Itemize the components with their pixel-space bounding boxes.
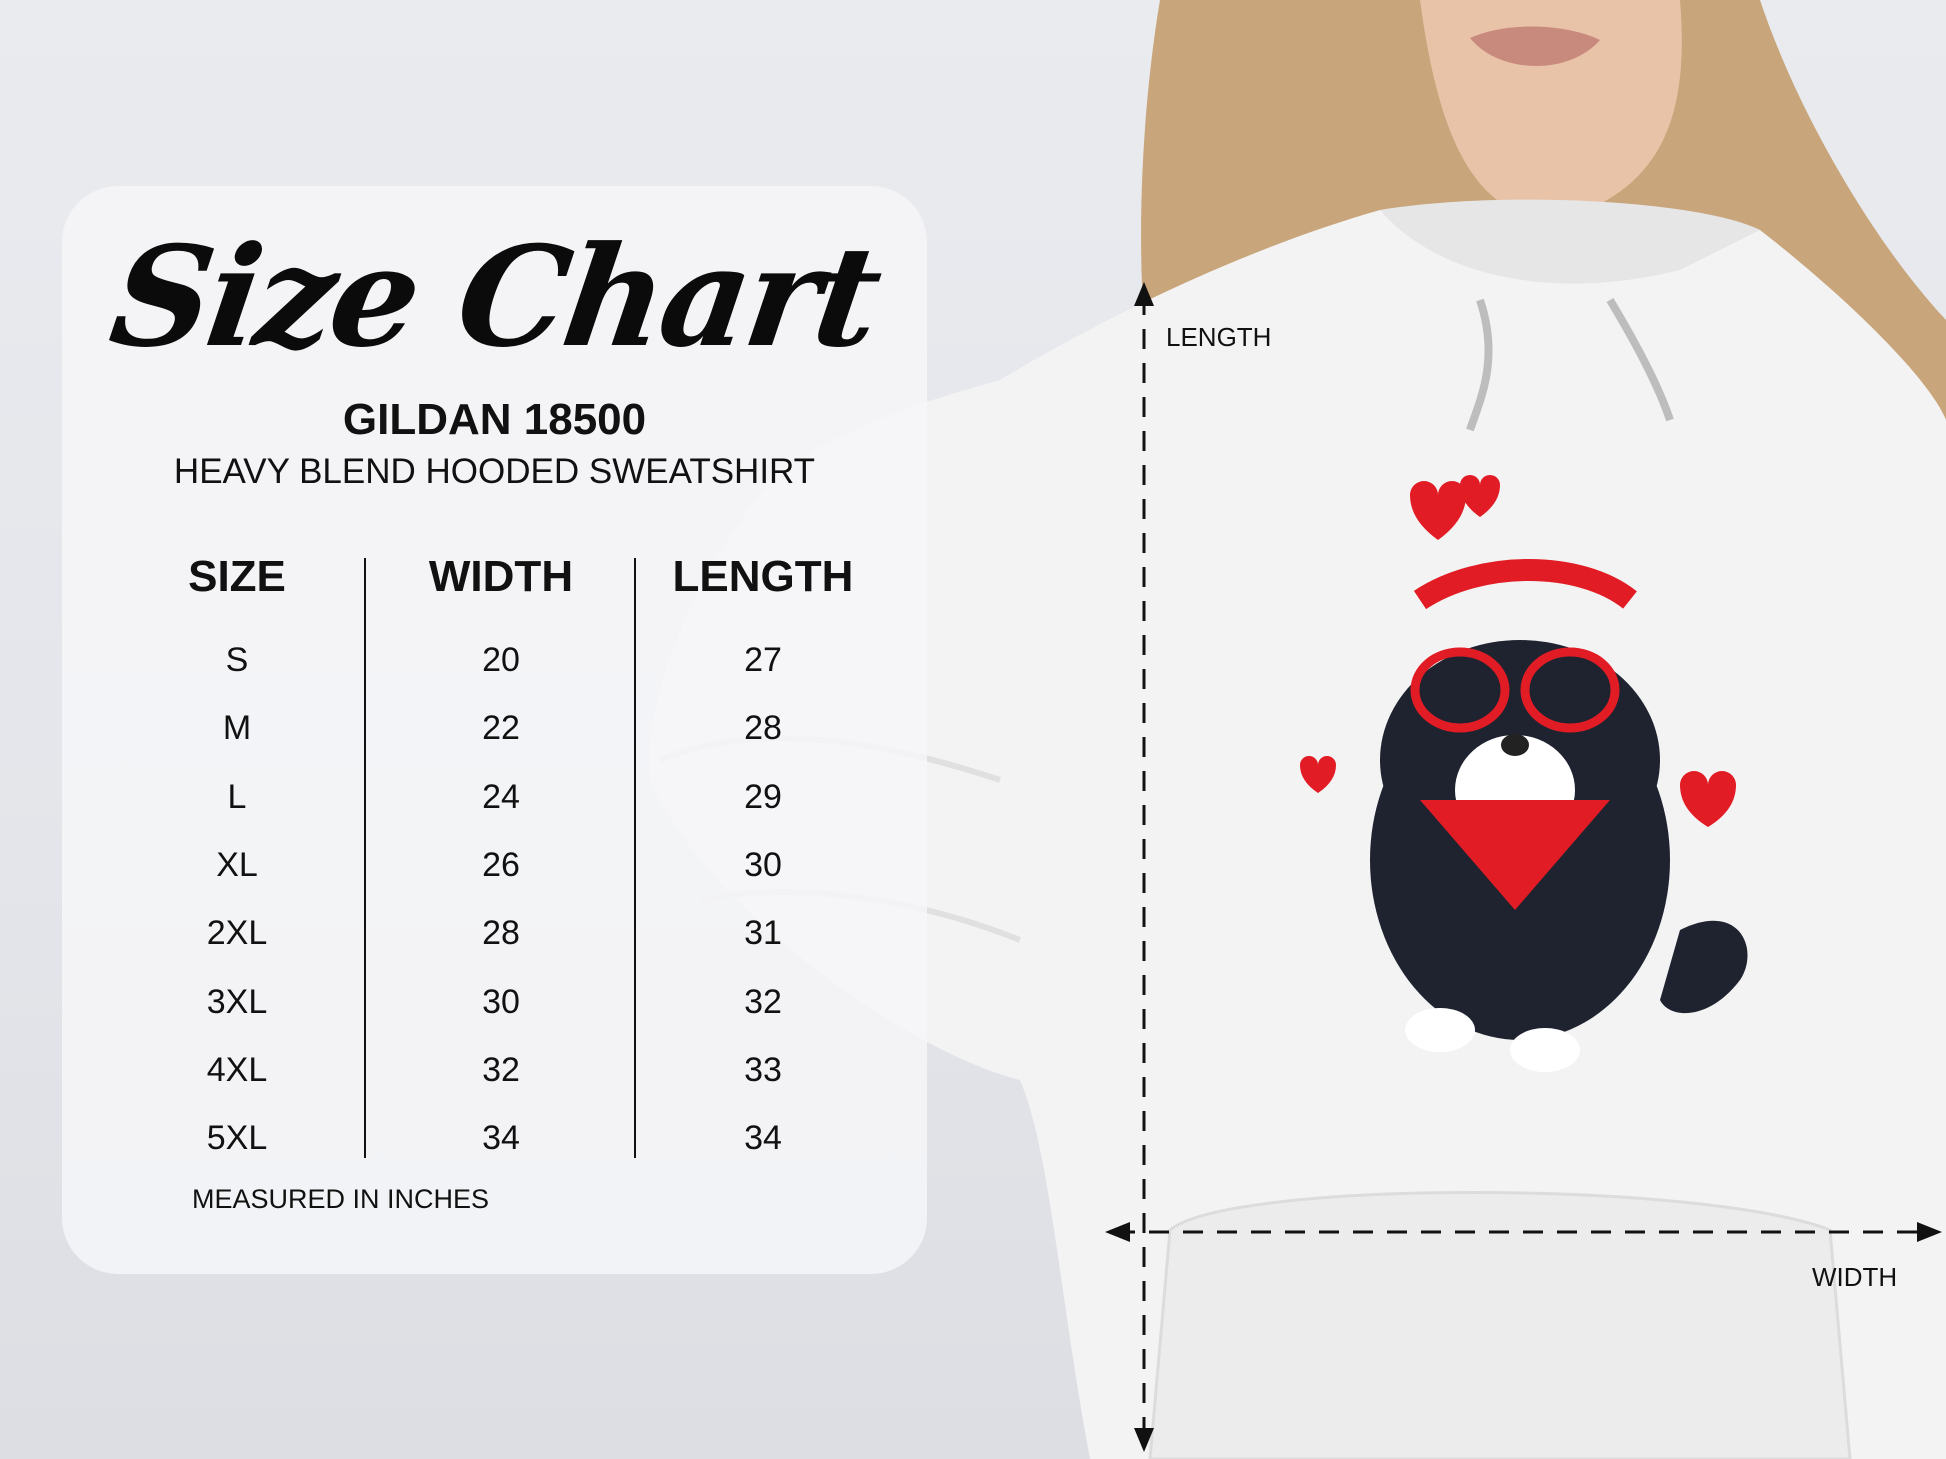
width-arrow [1105,1222,1942,1242]
cell-length: 34 [744,1119,782,1158]
length-label: LENGTH [1166,322,1272,352]
cell-width: 28 [482,914,520,953]
product-model: GILDAN 18500 [342,395,647,444]
size-chart-panel [62,186,927,1274]
cell-width: 26 [482,845,520,884]
cell-size: 2XL [206,914,268,953]
cell-size: L [227,777,247,816]
cell-size: M [222,709,252,748]
hoodie [648,210,1946,1459]
cell-width: 30 [482,982,520,1021]
measurement-note: MEASURED IN INCHES [192,1184,490,1214]
cell-length: 28 [744,709,782,748]
cell-size: 5XL [206,1119,268,1158]
chart-title: Size Chart [101,215,888,378]
cell-length: 33 [744,1050,782,1089]
cell-length: 27 [744,641,782,679]
pocket [1148,1191,1852,1459]
cell-width: 24 [482,777,520,816]
lips [1470,26,1600,67]
cell-size: S [225,641,249,679]
cell-width: 34 [482,1119,520,1158]
width-label: WIDTH [1812,1262,1898,1292]
cell-size: 4XL [206,1050,268,1089]
cell-width: 20 [482,641,520,679]
cell-size: XL [216,845,258,884]
hood [1380,199,1760,284]
cell-width: 32 [482,1050,520,1089]
cell-size: 3XL [206,982,268,1021]
product-description: HEAVY BLEND HOODED SWEATSHIRT [173,452,816,491]
face [1420,0,1682,220]
cell-length: 30 [744,845,782,884]
cell-width: 22 [482,709,520,748]
header-length: LENGTH [672,552,854,601]
header-width: WIDTH [428,552,574,601]
cell-length: 31 [744,914,782,953]
length-arrow [1134,282,1154,1452]
cell-length: 29 [744,777,782,816]
cell-length: 32 [744,982,782,1021]
dog-graphic [1300,475,1748,1072]
drawstring [1466,297,1674,432]
column-divider [364,558,366,1158]
column-divider [634,558,636,1158]
header-size: SIZE [188,552,286,601]
